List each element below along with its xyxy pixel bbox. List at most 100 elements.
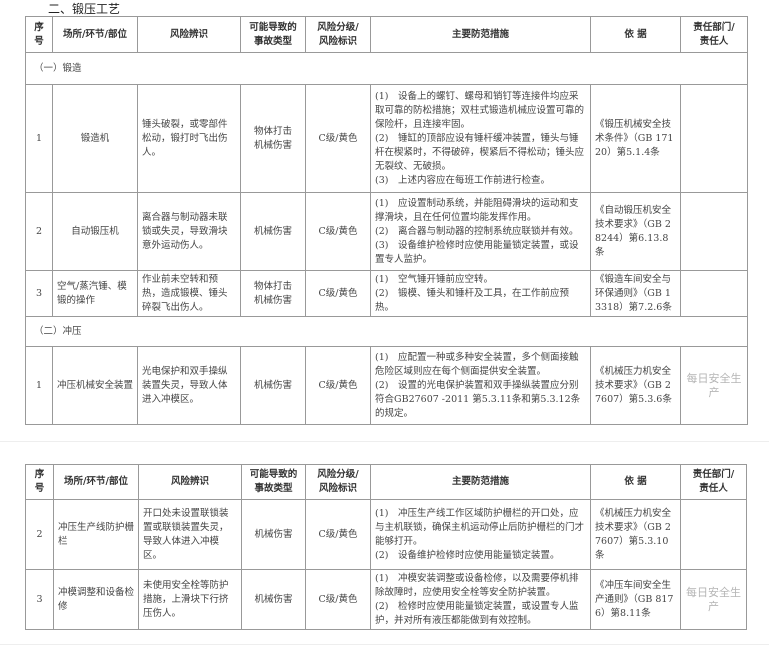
- measure-item: (2) 检修时应使用能量锁定装置，或设置专人监护，并对所有液压都能做到有效控制。: [375, 600, 579, 626]
- accident-type: 物体打击: [253, 280, 292, 292]
- row-measures: (1) 空气锤开锤前应空转。 (2) 锻模、锤头和锤杆及工具，在工作前应预热。: [370, 270, 591, 317]
- risk-table-part1: 序号 场所/环节/部位 风险辨识 可能导致的 事故类型 风险分级/风险标识 主要防…: [25, 16, 748, 425]
- measure-item: (2) 设备维护检修时应使用能量锁定装置。: [375, 549, 560, 561]
- row-accident-type: 机械伤害: [241, 499, 306, 570]
- accident-type: 机械伤害: [253, 139, 292, 151]
- accident-type: 机械伤害: [253, 294, 292, 306]
- row-accident-type: 机械伤害: [240, 346, 306, 425]
- row-accident-type: 机械伤害: [241, 569, 306, 630]
- watermark-logo: 每日安全生产: [686, 371, 742, 399]
- accident-type: 机械伤害: [254, 593, 293, 605]
- row-place: 空气/蒸汽锤、模锻的操作: [52, 270, 138, 317]
- row-measures: (1) 冲压生产线工作区域防护栅栏的开口处，应与主机联锁，确保主机运动停止后防护…: [370, 499, 591, 570]
- row-number: 1: [25, 346, 53, 425]
- section-title: 二、锻压工艺: [48, 2, 121, 16]
- header-type: 可能导致的 事故类型: [240, 16, 306, 53]
- header-seq: 序号: [25, 464, 54, 500]
- row-measures: (1) 应配置一种或多种安全装置，多个侧面接触危险区域则应在每个侧面提供安全装置…: [370, 346, 591, 425]
- measure-item: (1) 冲模安装调整或设备检修，以及需要停机排除故障时，应使用安全栓等安全防护装…: [375, 572, 579, 598]
- header-basis: 依 据: [590, 464, 681, 500]
- row-measures: (1) 应设置制动系统，并能阻碍滑块的运动和支撑滑块，且在任何位置均能发挥作用。…: [370, 192, 591, 271]
- table-row: 1 锻造机 锤头破裂，或零部件松动，锻打时飞出伤人。 物体打击 机械伤害 C级/黄色 (1)…: [25, 84, 748, 193]
- header-level: 风险分级/风险标识: [305, 464, 371, 500]
- row-risk-level: C级/黄色: [305, 270, 371, 317]
- page-block-2: 序号 场所/环节/部位 风险辨识 可能导致的 事故类型 风险分级/风险标识 主要防…: [0, 441, 769, 645]
- row-number: 2: [25, 192, 53, 271]
- header-row: 序号 场所/环节/部位 风险辨识 可能导致的 事故类型 风险分级/风险标识 主要防…: [25, 464, 747, 500]
- row-risk-level: C级/黄色: [305, 84, 371, 193]
- row-measures: (1) 设备上的螺钉、螺母和销钉等连接件均应采取可靠的防松措施；双柱式锻造机械应…: [370, 84, 591, 193]
- accident-type: 物体打击: [253, 125, 292, 137]
- row-basis: 《冲压车间安全生产通则》（GB 8176）第8.11条: [590, 569, 681, 630]
- header-seq: 序号: [25, 16, 53, 53]
- row-risk: 开口处未设置联锁装置或联锁装置失灵，导致人体进入冲模区。: [138, 499, 242, 570]
- row-dept: 每日安全生产: [680, 569, 747, 630]
- row-dept: [680, 84, 748, 193]
- table-row: 3 空气/蒸汽锤、模锻的操作 作业前未空转和预热，造成锻模、锤头碎裂飞出伤人。 物体打…: [25, 270, 748, 317]
- header-risk: 风险辨识: [138, 464, 242, 500]
- row-place: 锻造机: [52, 84, 138, 193]
- accident-type: 机械伤害: [254, 528, 293, 540]
- row-dept: [680, 270, 748, 317]
- measure-item: (1) 应设置制动系统，并能阻碍滑块的运动和支撑滑块，且在任何位置均能发挥作用。: [375, 197, 579, 223]
- row-accident-type: 机械伤害: [240, 192, 306, 271]
- row-place: 自动锻压机: [52, 192, 138, 271]
- measure-item: (2) 设置的光电保护装置和双手操纵装置应分别符合GB27607 -2011 第…: [375, 379, 581, 419]
- header-place: 场所/环节/部位: [53, 464, 139, 500]
- row-number: 3: [25, 270, 53, 317]
- measure-item: (2) 锤缸的顶部应设有锤杆缓冲装置，锤头与锤杆在楔紧时，不得破碎，楔紧后不得松…: [375, 132, 585, 172]
- row-basis: 《锻造车间安全与环保通则》（GB 13318）第7.2.6条: [590, 270, 681, 317]
- row-risk-level: C级/黄色: [305, 346, 371, 425]
- header-row: 序号 场所/环节/部位 风险辨识 可能导致的 事故类型 风险分级/风险标识 主要防…: [25, 16, 748, 53]
- header-measures: 主要防范措施: [370, 464, 591, 500]
- row-place: 冲压机械安全装置: [52, 346, 138, 425]
- row-risk: 作业前未空转和预热，造成锻模、锤头碎裂飞出伤人。: [137, 270, 241, 317]
- measure-item: (1) 冲压生产线工作区域防护栅栏的开口处，应与主机联锁，确保主机运动停止后防护…: [375, 507, 585, 547]
- measure-item: (3) 设备维护检修时应使用能量锁定装置，或设置专人监护。: [375, 239, 579, 265]
- table-row: 1 冲压机械安全装置 光电保护和双手操纵装置失灵，导致人体进入冲模区。 机械伤害 C级/…: [25, 346, 748, 425]
- row-basis: 《机械压力机安全技术要求》（GB 27607）第5.3.10条: [590, 499, 681, 570]
- table-row: 2 自动锻压机 离合器与制动器未联锁或失灵，导致滑块意外运动伤人。 机械伤害 C级/黄色…: [25, 192, 748, 271]
- header-type: 可能导致的 事故类型: [241, 464, 306, 500]
- row-dept: 每日安全生产: [680, 346, 748, 425]
- row-risk-level: C级/黄色: [305, 499, 371, 570]
- row-number: 1: [25, 84, 53, 193]
- group-label: （二）冲压: [25, 316, 748, 347]
- measure-item: (1) 应配置一种或多种安全装置，多个侧面接触危险区域则应在每个侧面提供安全装置…: [375, 351, 579, 377]
- row-basis: 《自动锻压机安全技术要求》（GB 28244）第6.13.8条: [590, 192, 681, 271]
- row-place: 冲模调整和设备检修: [53, 569, 139, 630]
- row-risk-level: C级/黄色: [305, 192, 371, 271]
- row-dept: [680, 499, 747, 570]
- row-basis: 《锻压机械安全技术条件》（GB 17120）第5.1.4条: [590, 84, 681, 193]
- measure-item: (3) 上述内容应在每班工作前进行检查。: [375, 174, 550, 186]
- document-body: 序号 场所/环节/部位 风险辨识 可能导致的 事故类型 风险分级/风险标识 主要防…: [0, 16, 769, 645]
- group-label: （一）锻造: [25, 52, 748, 85]
- header-dept: 责任部门/责任人: [680, 464, 747, 500]
- header-place: 场所/环节/部位: [52, 16, 138, 53]
- header-level: 风险分级/风险标识: [305, 16, 371, 53]
- header-measures: 主要防范措施: [370, 16, 591, 53]
- watermark-logo: 每日安全生产: [686, 585, 741, 613]
- header-risk: 风险辨识: [137, 16, 241, 53]
- measure-item: (1) 设备上的螺钉、螺母和销钉等连接件均应采取可靠的防松措施；双柱式锻造机械应…: [375, 90, 585, 130]
- group-row: （二）冲压: [25, 316, 748, 347]
- header-basis: 依 据: [590, 16, 681, 53]
- accident-type: 机械伤害: [253, 379, 292, 391]
- accident-type: 机械伤害: [253, 225, 292, 237]
- row-accident-type: 物体打击 机械伤害: [240, 84, 306, 193]
- row-measures: (1) 冲模安装调整或设备检修，以及需要停机排除故障时，应使用安全栓等安全防护装…: [370, 569, 591, 630]
- measure-item: (2) 离合器与制动器的控制系统应联锁并有效。: [375, 225, 579, 237]
- row-dept: [680, 192, 748, 271]
- row-number: 3: [25, 569, 54, 630]
- risk-table-part2: 序号 场所/环节/部位 风险辨识 可能导致的 事故类型 风险分级/风险标识 主要防…: [25, 464, 747, 630]
- row-number: 2: [25, 499, 54, 570]
- row-risk: 未使用安全栓等防护措施，上滑块下行挤压伤人。: [138, 569, 242, 630]
- row-place: 冲压生产线防护栅栏: [53, 499, 139, 570]
- measure-item: (1) 空气锤开锤前应空转。: [375, 273, 493, 285]
- row-risk: 光电保护和双手操纵装置失灵，导致人体进入冲模区。: [137, 346, 241, 425]
- row-risk: 离合器与制动器未联锁或失灵，导致滑块意外运动伤人。: [137, 192, 241, 271]
- group-row: （一）锻造: [25, 52, 748, 85]
- row-basis: 《机械压力机安全技术要求》（GB 27607）第5.3.6条: [590, 346, 681, 425]
- row-risk: 锤头破裂，或零部件松动，锻打时飞出伤人。: [137, 84, 241, 193]
- table-row: 2 冲压生产线防护栅栏 开口处未设置联锁装置或联锁装置失灵，导致人体进入冲模区。 机械…: [25, 499, 747, 570]
